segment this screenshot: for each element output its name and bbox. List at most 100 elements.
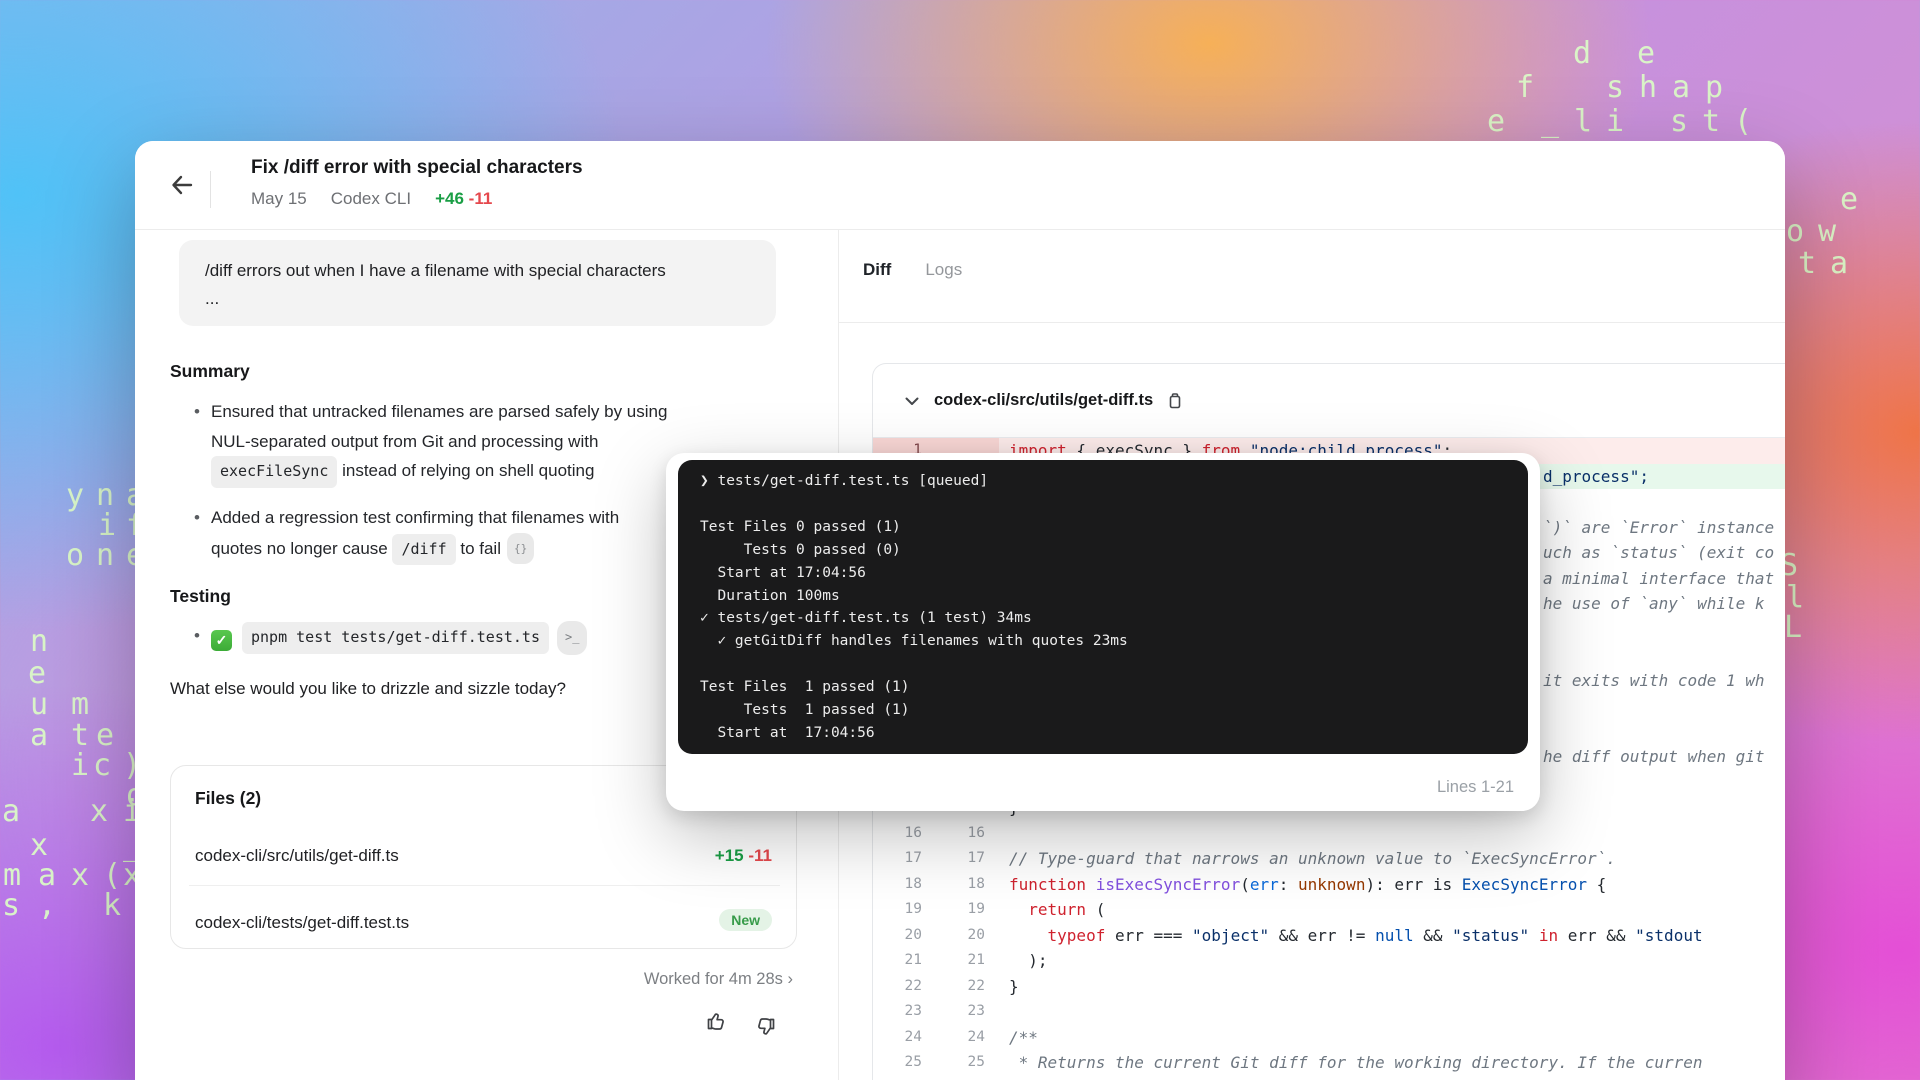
files-card-title: Files (2) — [195, 788, 262, 808]
file-row-2[interactable]: codex-cli/tests/get-diff.test.ts New — [171, 899, 796, 951]
code-fragment: it exits with code 1 wh — [1543, 670, 1765, 690]
collapse-button[interactable] — [903, 392, 921, 410]
copy-icon — [1169, 392, 1181, 408]
bg-letter: e — [1637, 36, 1656, 71]
code-line: return ( — [1028, 900, 1106, 919]
code-line: /** — [1009, 1027, 1038, 1047]
bg-letter: e — [28, 656, 47, 691]
bg-letter: a — [2, 794, 21, 829]
line-number-new: 17 — [967, 850, 985, 866]
terminal-line: Duration 100ms — [700, 587, 840, 604]
diff-row: 21 21 ); — [873, 948, 1785, 974]
feedback-buttons — [705, 1009, 777, 1039]
line-number-new: 18 — [967, 875, 985, 892]
bg-letter: e — [1487, 104, 1506, 139]
bg-letter: w — [1818, 214, 1837, 249]
copy-path-button[interactable] — [1166, 392, 1183, 410]
diff-file-header[interactable]: codex-cli/src/utils/get-diff.ts — [873, 364, 1785, 438]
bg-letter: a — [38, 858, 57, 893]
line-number-new: 21 — [967, 952, 985, 968]
bg-letter: l — [1786, 580, 1805, 615]
inline-code-chip: /diff — [392, 533, 456, 565]
bg-letter: m — [71, 687, 90, 722]
diff-code-area[interactable]: 1 import { execSync } from "node:child_pr… — [873, 438, 1785, 1080]
testing-heading: Testing — [170, 586, 231, 606]
diff-row: 20 20 typeof err === "object" && err != n… — [873, 923, 1785, 949]
worked-duration[interactable]: Worked for 4m 28s › — [643, 970, 794, 988]
bg-letter: s — [1670, 104, 1689, 139]
diff-row: 24 24 /** — [873, 1025, 1785, 1051]
diff-stats: +46 -11 — [435, 189, 492, 209]
terminal-line — [700, 493, 1506, 516]
page-title: Fix /diff error with special characters — [251, 157, 583, 178]
files-card: Files (2) codex-cli/src/utils/get-diff.t… — [170, 765, 797, 949]
terminal-line: Start at 17:04:56 — [700, 724, 875, 741]
chevron-right-icon: › — [787, 970, 794, 988]
task-project: Codex CLI — [330, 189, 412, 208]
line-number-new: 19 — [967, 901, 985, 917]
line-number-old: 22 — [904, 977, 922, 994]
line-number-new: 26 — [936, 1076, 999, 1080]
file-path: codex-cli/tests/get-diff.test.ts — [195, 913, 410, 932]
diff-row: 17 17 // Type-guard that narrows an unknow… — [873, 846, 1785, 872]
bullet-line: execFileSync instead of relying on shell… — [170, 456, 790, 488]
bg-letter: l — [1574, 104, 1593, 139]
line-number-old: 21 — [904, 952, 922, 968]
testing-bullet: • ✓ pnpm test tests/get-diff.test.ts >_ — [170, 621, 790, 655]
bullet-line: Added a regression test confirming that … — [211, 508, 620, 527]
bg-letter: i — [71, 748, 90, 783]
terminal-line: ✓ tests/get-diff.test.ts (1 test) 34ms — [700, 610, 1032, 627]
tab-logs[interactable]: Logs — [925, 260, 963, 279]
code-line: } — [1009, 976, 1019, 996]
line-number-old: 17 — [904, 850, 922, 866]
files-divider — [189, 885, 780, 886]
bg-letter: d — [1573, 36, 1592, 71]
bg-letter: n — [30, 624, 49, 659]
terminal-output[interactable]: ❯ tests/get-diff.test.ts [queued] Test F… — [678, 460, 1528, 754]
bg-letter: p — [1705, 70, 1724, 105]
bg-letter: L — [1784, 610, 1803, 645]
bg-letter: h — [1639, 70, 1658, 105]
bg-letter: s — [2, 888, 21, 923]
thumbs-down-icon[interactable] — [753, 1015, 777, 1039]
bullet-line-text: quotes no longer cause — [211, 538, 393, 558]
code-line: function isExecSyncError(err: unknown): … — [1009, 874, 1607, 894]
thumbs-up-icon[interactable] — [705, 1009, 729, 1033]
check-passed-icon: ✓ — [211, 630, 232, 651]
right-panel-tabs: Diff Logs — [863, 260, 962, 280]
bullet-line: NUL-separated output from Git and proces… — [211, 431, 599, 451]
diff-row: it exits with code 1 wh — [873, 668, 1785, 694]
bg-letter: n — [96, 478, 115, 513]
bg-letter: f — [1516, 70, 1535, 105]
diff-file-name: codex-cli/src/utils/get-diff.ts — [934, 391, 1154, 409]
diff-row: 16 16 — [873, 821, 1785, 847]
back-button[interactable] — [165, 168, 199, 202]
bg-letter: i — [98, 508, 117, 543]
bg-letter: t — [71, 718, 90, 753]
line-number-old: 24 — [904, 1028, 922, 1045]
file-row-1[interactable]: codex-cli/src/utils/get-diff.ts +15 -11 — [171, 832, 796, 884]
task-prompt-line2: ... — [205, 289, 220, 308]
bg-letter: a — [1672, 70, 1691, 105]
bullet-line: ✓ pnpm test tests/get-diff.test.ts >_ — [170, 621, 790, 655]
terminal-output-chip[interactable]: >_ — [556, 621, 588, 655]
diff-row: 19 19 return ( — [873, 897, 1785, 923]
bg-letter: ( — [103, 858, 122, 893]
line-number-old: 19 — [904, 901, 922, 917]
bg-letter: s — [1606, 70, 1625, 105]
bg-letter: e — [96, 718, 115, 753]
diff-row: he diff output when git — [873, 744, 1785, 770]
code-reference-badge[interactable]: {} — [506, 532, 535, 564]
tab-diff[interactable]: Diff — [863, 260, 892, 279]
back-arrow-icon — [172, 175, 193, 195]
line-number-old: 16 — [904, 824, 922, 841]
code-fragment: uch as `status` (exit co — [1543, 543, 1775, 562]
code-fragment: a minimal interface that — [1543, 568, 1775, 588]
bg-letter: o — [1786, 214, 1805, 249]
diff-row: 23 23 — [873, 999, 1785, 1025]
bullet-dot: • — [194, 626, 200, 645]
test-output-popover: ❯ tests/get-diff.test.ts [queued] Test F… — [666, 453, 1540, 811]
terminal-line — [700, 653, 1506, 676]
line-number-old: 18 — [904, 875, 922, 892]
code-line: * working directory is not inside a Git … — [999, 1076, 1443, 1080]
